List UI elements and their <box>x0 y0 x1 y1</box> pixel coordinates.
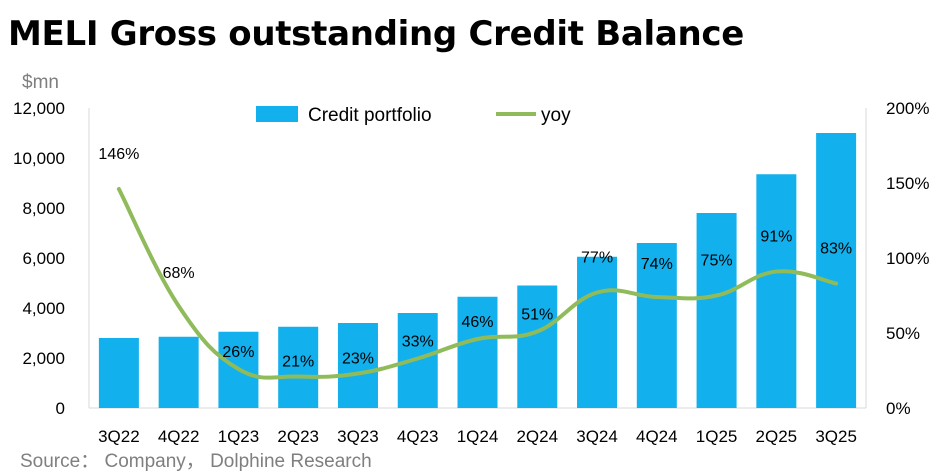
y-right-tick-label: 100% <box>886 249 929 268</box>
yoy-data-label: 33% <box>402 334 434 351</box>
legend-swatch-credit-portfolio <box>256 106 298 122</box>
x-tick-label: 4Q22 <box>158 427 200 446</box>
yoy-data-label: 77% <box>581 250 613 267</box>
yoy-data-label: 21% <box>282 354 314 371</box>
bar-credit-portfolio <box>697 213 737 408</box>
y-left-tick-label: 12,000 <box>13 99 65 118</box>
y-right-tick-label: 50% <box>886 324 920 343</box>
legend-label-yoy: yoy <box>541 105 571 126</box>
bar-credit-portfolio <box>756 174 796 408</box>
y-right-tick-label: 150% <box>886 174 929 193</box>
y-left-tick-label: 0 <box>56 399 65 418</box>
yoy-data-label: 74% <box>641 256 673 273</box>
yoy-data-label: 23% <box>342 351 374 368</box>
x-tick-label: 1Q23 <box>218 427 260 446</box>
x-tick-label: 4Q23 <box>397 427 439 446</box>
y-left-tick-label: 4,000 <box>22 299 65 318</box>
y-right-tick-label: 200% <box>886 99 929 118</box>
x-tick-label: 3Q22 <box>98 427 140 446</box>
yoy-data-label: 75% <box>701 253 733 270</box>
bar-credit-portfolio <box>816 133 856 408</box>
legend-label-credit-portfolio: Credit portfolio <box>308 105 432 126</box>
yoy-data-label: 83% <box>820 241 852 258</box>
source-note: Source： Company， Dolphine Research <box>20 446 372 473</box>
yoy-data-label: 146% <box>98 146 139 163</box>
x-tick-label: 2Q24 <box>516 427 558 446</box>
yoy-data-label: 51% <box>521 307 553 324</box>
x-tick-label: 3Q25 <box>815 427 857 446</box>
x-tick-label: 1Q24 <box>457 427 499 446</box>
yoy-data-label: 68% <box>163 265 195 282</box>
yoy-data-label: 46% <box>461 314 493 331</box>
x-tick-label: 4Q24 <box>636 427 678 446</box>
y-right-tick-label: 0% <box>886 399 911 418</box>
y-left-tick-label: 8,000 <box>22 199 65 218</box>
x-tick-label: 2Q25 <box>756 427 798 446</box>
x-tick-label: 2Q23 <box>277 427 319 446</box>
x-tick-label: 3Q24 <box>576 427 618 446</box>
bar-credit-portfolio <box>517 286 557 409</box>
bar-credit-portfolio <box>99 338 139 408</box>
bar-credit-portfolio <box>577 257 617 408</box>
bar-credit-portfolio <box>159 337 199 408</box>
yoy-data-label: 91% <box>760 229 792 246</box>
yoy-data-label: 26% <box>222 344 254 361</box>
y-left-tick-label: 2,000 <box>22 349 65 368</box>
y-left-tick-label: 6,000 <box>22 249 65 268</box>
y-left-tick-label: 10,000 <box>13 149 65 168</box>
x-tick-label: 1Q25 <box>696 427 738 446</box>
x-tick-label: 3Q23 <box>337 427 379 446</box>
